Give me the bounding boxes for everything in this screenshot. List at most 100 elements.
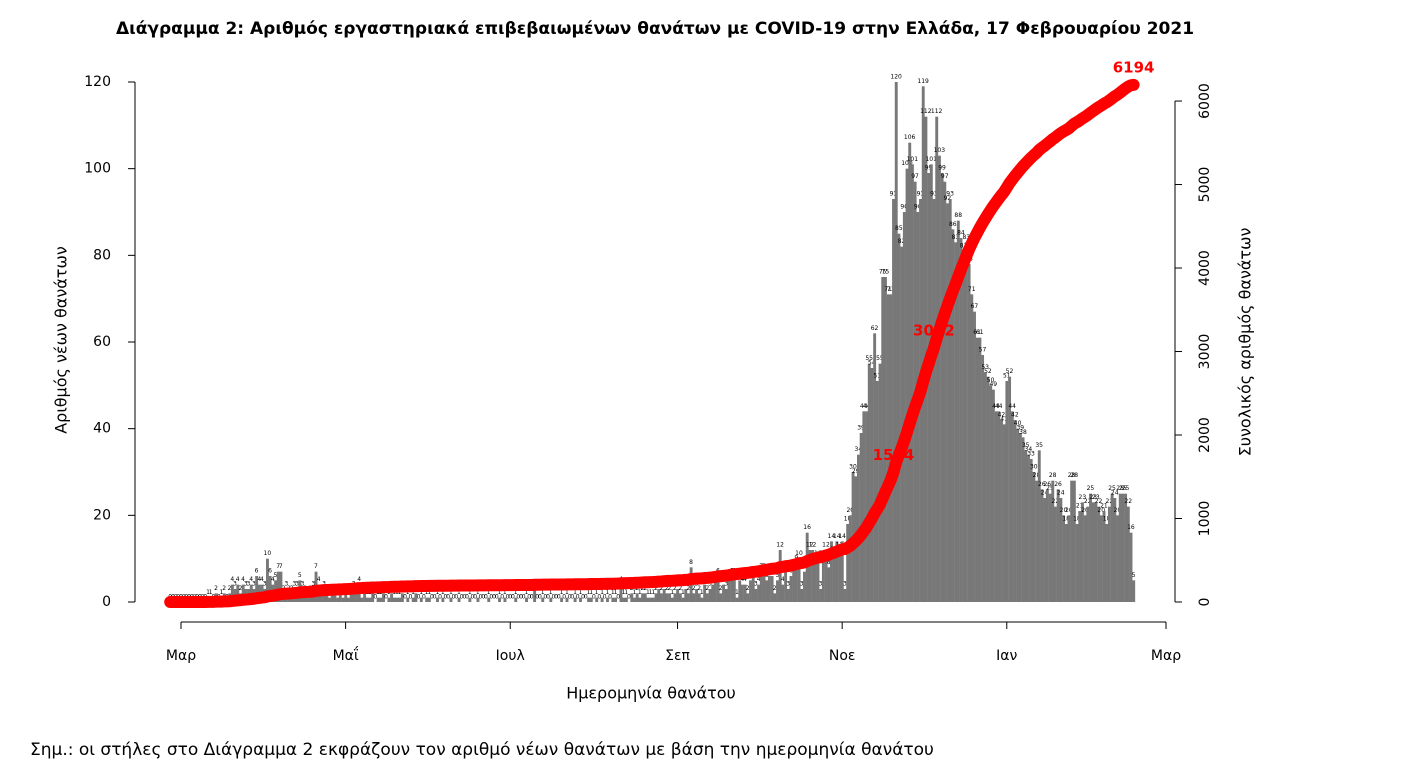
bar-value-label: 0 — [627, 594, 631, 601]
bar-value-label: 1 — [457, 589, 461, 596]
bar-value-label: 1 — [220, 589, 224, 596]
bar-value-label: 50 — [987, 377, 995, 384]
bar — [344, 593, 348, 602]
bar — [749, 580, 752, 602]
bar-value-label: 71 — [884, 286, 892, 293]
bar — [406, 597, 410, 602]
bar — [770, 576, 774, 602]
y2-tick-label: 5000 — [1197, 167, 1213, 203]
bar — [365, 597, 369, 602]
bar-value-label: 8 — [689, 559, 693, 566]
bar — [411, 597, 415, 602]
bar — [910, 164, 914, 603]
bar — [681, 597, 685, 602]
bar-value-label: 12 — [776, 542, 784, 549]
bar — [759, 571, 763, 602]
bar-value-label: 1 — [498, 589, 502, 596]
bar — [1043, 498, 1047, 602]
bar-value-label: 4 — [260, 576, 264, 583]
y-tick-label: 60 — [93, 334, 111, 350]
bar — [816, 558, 820, 602]
bar-value-label: 25 — [1119, 485, 1127, 492]
bar — [349, 593, 353, 602]
bar — [727, 580, 731, 602]
bar-value-label: 93 — [890, 191, 898, 198]
bar-value-label: 83 — [952, 234, 960, 241]
bar-value-label: 92 — [944, 195, 952, 202]
bar — [959, 238, 963, 602]
bar-value-label: 1 — [649, 589, 653, 596]
bar — [622, 597, 626, 602]
bar-value-label: 20 — [846, 507, 854, 514]
bar-value-label: 0 — [438, 594, 442, 601]
bar-value-label: 2 — [214, 585, 218, 592]
bar-value-label: 0 — [471, 594, 475, 601]
y2-tick-label: 0 — [1197, 598, 1213, 607]
x-tick-label: Μαΐ — [333, 646, 359, 664]
bar-value-label: 38 — [1019, 429, 1027, 436]
bar — [665, 593, 669, 602]
bar — [306, 597, 310, 602]
bar-value-label: 7 — [279, 563, 283, 570]
bar-value-label: 7 — [276, 563, 280, 570]
cumulative-annotation: 3042 — [913, 322, 955, 340]
bar — [457, 597, 461, 602]
bar-value-label: 2 — [668, 585, 672, 592]
bar-value-label: 40 — [1014, 420, 1022, 427]
y-tick-label: 120 — [84, 74, 111, 90]
bar-value-label: 81 — [960, 243, 968, 250]
bar — [730, 576, 734, 602]
bar-value-label: 4 — [743, 576, 747, 583]
x-tick-label: Σεπ — [665, 648, 690, 664]
bar-value-label: 39 — [1016, 425, 1024, 432]
bar-value-label: 3 — [295, 581, 299, 588]
bar-value-label: 25 — [1087, 485, 1095, 492]
bar — [436, 597, 439, 602]
bar-value-label: 0 — [508, 594, 512, 601]
bar-value-label: 1 — [476, 589, 480, 596]
bar — [1008, 376, 1012, 602]
bar-value-label: 101 — [925, 156, 937, 163]
bar — [1099, 515, 1103, 602]
bar — [1045, 489, 1049, 602]
bar — [230, 584, 234, 602]
bar — [840, 541, 844, 602]
bar-value-label: 93 — [946, 191, 954, 198]
bar-value-label: 24 — [1041, 490, 1049, 497]
bar — [649, 597, 653, 602]
bar-value-label: 1 — [427, 589, 431, 596]
bar — [754, 589, 758, 602]
bar — [498, 597, 501, 602]
bar — [989, 385, 993, 602]
y-tick-label: 0 — [102, 594, 111, 610]
bar-value-label: 61 — [973, 329, 981, 336]
bar — [1056, 489, 1060, 602]
bar-value-label: 97 — [911, 173, 919, 180]
bar-value-label: 0 — [516, 594, 520, 601]
bar-value-label: 2 — [659, 585, 663, 592]
bar-value-label: 10 — [264, 550, 272, 557]
bar-value-label: 2 — [686, 585, 690, 592]
bar — [786, 589, 790, 602]
bar — [865, 411, 869, 602]
bar — [832, 554, 836, 602]
bar — [991, 389, 995, 602]
bar — [765, 580, 769, 602]
x-tick-label: Μαρ — [1151, 648, 1181, 664]
bar-value-label: 3 — [301, 581, 305, 588]
bar — [427, 597, 431, 602]
bar-value-label: 5 — [1132, 572, 1136, 579]
bar — [970, 294, 974, 602]
bar-value-label: 3 — [800, 581, 804, 588]
bar — [811, 550, 815, 602]
bar — [927, 173, 931, 602]
bar-value-label: 61 — [976, 329, 984, 336]
bar — [943, 181, 947, 602]
bar — [1080, 502, 1084, 602]
bar — [1129, 532, 1133, 602]
bar-value-label: 25 — [1046, 485, 1054, 492]
bar-value-label: 0 — [465, 594, 469, 601]
bar — [643, 593, 647, 602]
bar — [773, 593, 777, 602]
